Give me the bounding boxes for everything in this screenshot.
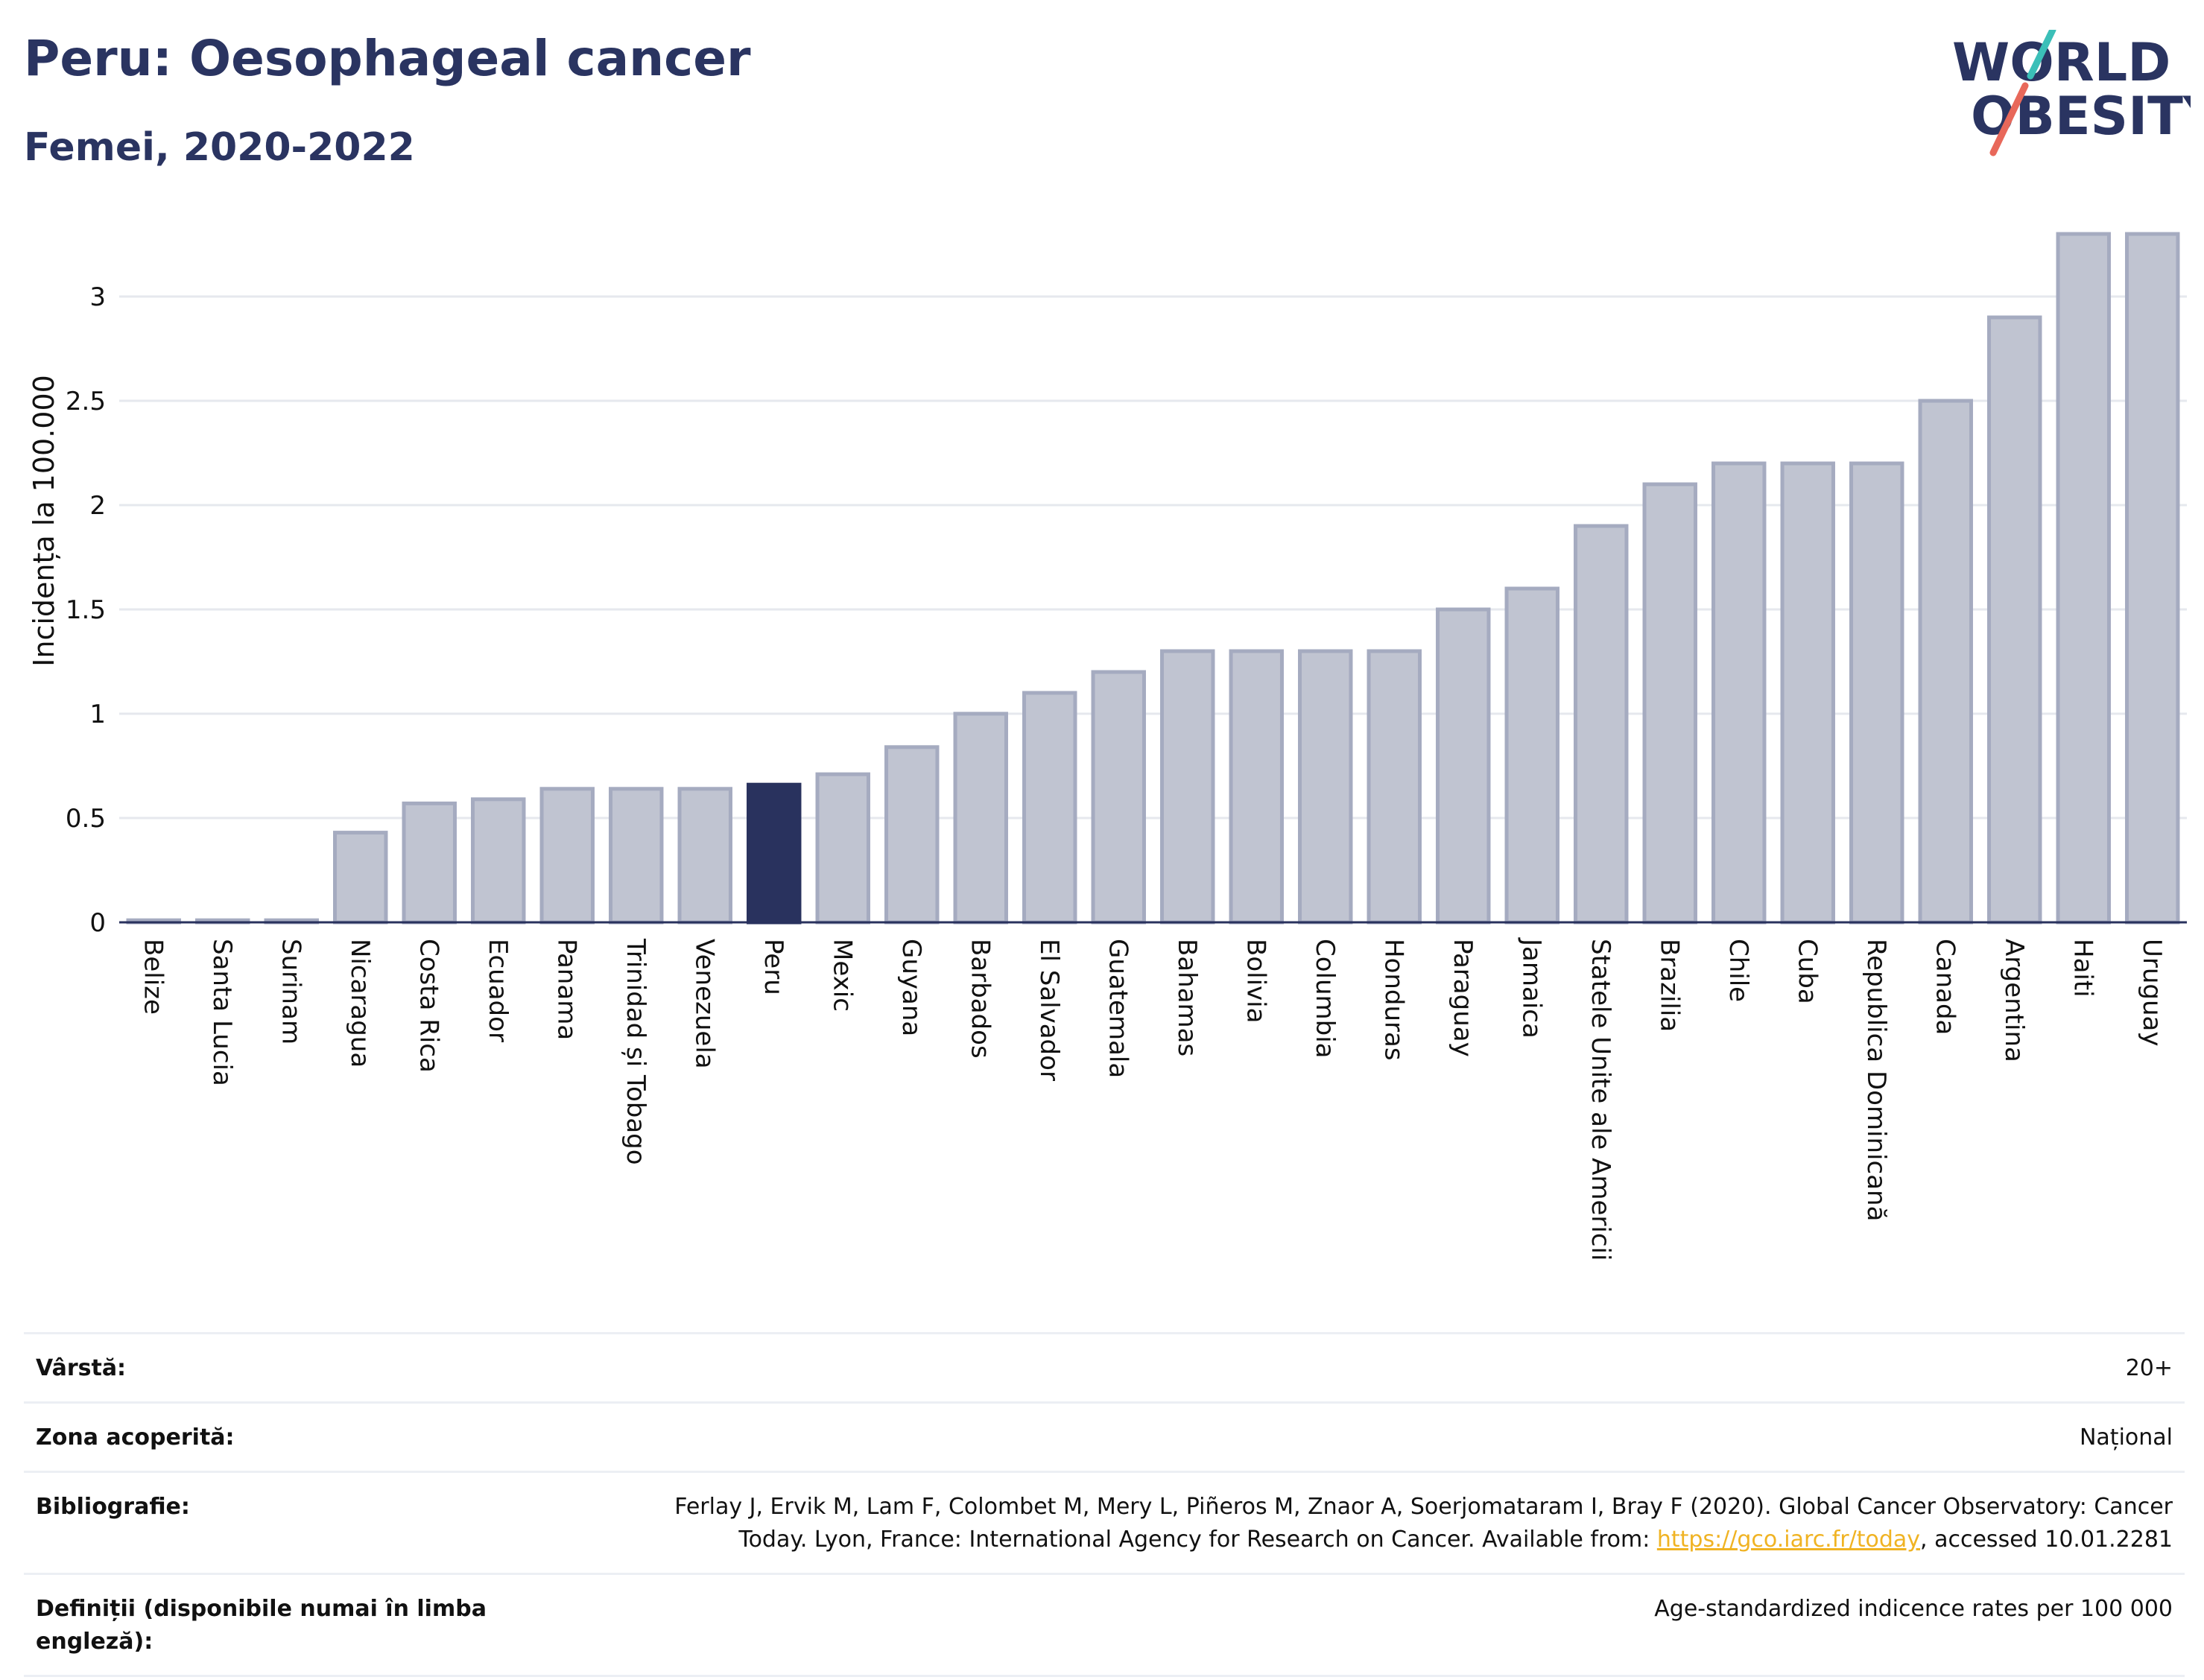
x-tick-label: Mexic [827, 939, 857, 1012]
y-axis-title: Incidența la 100.000 [28, 375, 60, 667]
bar[interactable] [1574, 524, 1629, 925]
info-table: Vârstă: 20+ Zona acoperită: Național Bib… [24, 1332, 2185, 1677]
bar[interactable] [953, 711, 1008, 925]
bar[interactable] [471, 797, 526, 925]
bar-chart: 0 0.5 1 1.5 2 2.5 3 Belize Santa Lucia Surinam Ni… [28, 232, 2187, 1261]
bar[interactable] [402, 801, 457, 925]
bar[interactable] [1504, 586, 1559, 925]
bibliography-link[interactable]: https://gco.iarc.fr/today [1656, 1527, 1921, 1553]
x-tick-label: Ecuador [483, 939, 513, 1042]
x-tick-label: Venezuela [689, 939, 719, 1069]
x-tick-label: Surinam [276, 939, 305, 1045]
info-row-bibliography: Bibliografie: Ferlay J, Ervik M, Lam F, … [24, 1471, 2185, 1573]
grid-lines [119, 295, 2187, 820]
x-tick-label: Panama [551, 939, 581, 1040]
bibliography-value: Ferlay J, Ervik M, Lam F, Colombet M, Me… [513, 1491, 2173, 1556]
y-tick-label: 2 [89, 491, 106, 521]
x-tick-label: Paraguay [1448, 939, 1478, 1057]
x-tick-label: El Salvador [1034, 939, 1064, 1081]
info-row-definitions: Definiții (disponibile numai în limba en… [24, 1573, 2185, 1677]
bar[interactable] [815, 772, 870, 925]
x-tick-label: Brazilia [1654, 939, 1684, 1032]
bibliography-text-3: , accessed 10.01.2281 [1920, 1527, 2173, 1553]
x-tick-label: Cuba [1792, 939, 1822, 1004]
bar[interactable] [1642, 482, 1697, 925]
x-tick-label: Peru [759, 939, 788, 995]
page-title: Peru: Oesophageal cancer [24, 30, 751, 87]
bibliography-text-1: Ferlay J, Ervik M, Lam F, Colombet M, Me… [674, 1494, 2173, 1520]
coverage-value: Național [2079, 1424, 2173, 1451]
x-tick-label: Jamaica [1516, 937, 1546, 1039]
bar[interactable] [1436, 607, 1491, 925]
x-tick-label: Santa Lucia [207, 939, 237, 1086]
bar[interactable] [884, 745, 940, 925]
x-tick-label: Bolivia [1241, 939, 1270, 1023]
x-tick-label: Republica Dominicană [1861, 939, 1891, 1221]
x-tick-label: Columbia [1310, 939, 1340, 1059]
bar[interactable] [1091, 670, 1146, 925]
x-tick-label: Canada [1930, 939, 1960, 1035]
bar[interactable] [1229, 649, 1284, 925]
bar[interactable] [1780, 461, 1835, 925]
x-tick-label: Honduras [1378, 939, 1408, 1061]
bibliography-text-2: Today. Lyon, France: International Agenc… [738, 1527, 1657, 1553]
x-tick-label: Haiti [2068, 939, 2097, 998]
x-tick-label: Uruguay [2137, 939, 2167, 1047]
x-tick-label: Barbados [965, 939, 995, 1059]
y-tick-label: 0 [89, 908, 106, 938]
x-tick-label: Guyana [896, 939, 926, 1036]
x-tick-label: Trinidad și Tobago [621, 938, 650, 1165]
page-subtitle: Femei, 2020-2022 [24, 125, 415, 170]
logo-slash-bottom [1989, 82, 2029, 156]
bar[interactable] [609, 787, 664, 925]
bar[interactable] [1160, 649, 1215, 925]
info-row-age: Vârstă: 20+ [24, 1332, 2185, 1401]
bar[interactable] [1849, 461, 1904, 925]
x-tick-label: Belize [138, 939, 168, 1015]
bar[interactable] [1711, 461, 1767, 925]
y-tick-label: 2.5 [66, 387, 106, 416]
age-label: Vârstă: [36, 1355, 127, 1381]
x-tick-label: Nicaragua [345, 939, 375, 1068]
bibliography-label: Bibliografie: [36, 1494, 190, 1520]
bar[interactable] [333, 831, 388, 925]
x-tick-label: Chile [1723, 939, 1753, 1002]
logo-line1: WORLD [1952, 32, 2170, 93]
bar[interactable] [1918, 399, 1973, 925]
y-tick-label: 0.5 [66, 804, 106, 834]
bar[interactable] [1367, 649, 1422, 925]
x-tick-label: Bahamas [1172, 939, 1202, 1056]
bar[interactable] [747, 782, 802, 925]
bar[interactable] [539, 787, 595, 925]
x-tick-labels: Belize Santa Lucia Surinam Nicaragua Costa R… [138, 937, 2167, 1261]
world-obesity-logo: WORLD OBESITY [1952, 30, 2191, 156]
coverage-label: Zona acoperită: [36, 1424, 235, 1451]
y-tick-label: 1 [89, 700, 106, 729]
bar[interactable] [1987, 315, 2042, 925]
y-tick-label: 3 [89, 282, 106, 312]
bars [126, 232, 2180, 925]
x-tick-label: Guatemala [1103, 939, 1133, 1078]
bar[interactable] [677, 787, 732, 925]
bar[interactable] [1022, 691, 1077, 925]
age-value: 20+ [2125, 1355, 2173, 1381]
x-tick-label: Argentina [1999, 939, 2029, 1062]
logo-slash-top [2027, 30, 2056, 80]
bar[interactable] [2056, 232, 2111, 925]
bar[interactable] [1298, 649, 1353, 925]
x-tick-label: Costa Rica [414, 939, 443, 1073]
definitions-label: Definiții (disponibile numai în limba en… [36, 1596, 487, 1655]
info-row-coverage: Zona acoperită: Național [24, 1401, 2185, 1471]
bar[interactable] [2125, 232, 2180, 925]
x-tick-label: Statele Unite ale Americii [1586, 939, 1615, 1261]
y-tick-label: 1.5 [66, 595, 106, 625]
definitions-value: Age-standardized indicence rates per 100… [1654, 1596, 2173, 1622]
y-tick-labels: 0 0.5 1 1.5 2 2.5 3 [66, 282, 106, 938]
